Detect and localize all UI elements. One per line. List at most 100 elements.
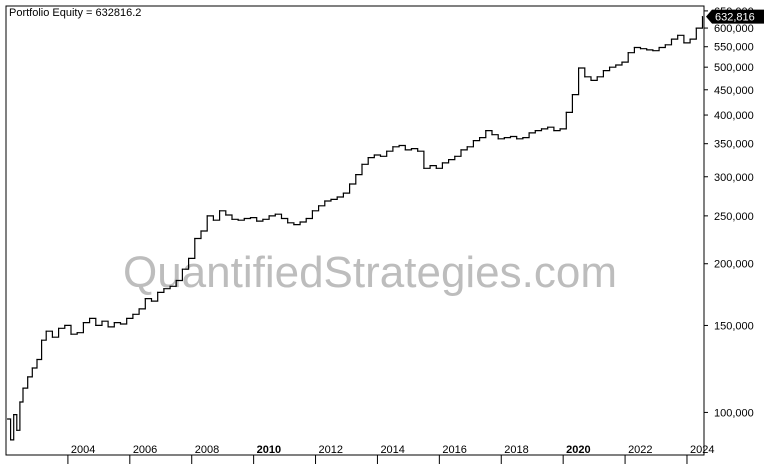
x-tick-label: 2018 xyxy=(504,444,528,456)
equity-point xyxy=(392,146,394,148)
equity-point xyxy=(664,44,666,46)
equity-point xyxy=(398,144,400,147)
equity-point xyxy=(212,219,214,221)
y-tick-label: 450,000 xyxy=(714,85,754,97)
equity-point xyxy=(45,330,47,332)
equity-point xyxy=(27,376,29,378)
equity-point xyxy=(361,163,363,165)
equity-point xyxy=(256,220,258,222)
equity-point xyxy=(578,67,580,69)
equity-point xyxy=(509,135,512,138)
equity-point xyxy=(472,140,474,142)
y-tick-label: 250,000 xyxy=(714,211,754,223)
y-tick-label: 150,000 xyxy=(714,320,754,332)
equity-point xyxy=(559,128,561,130)
equity-point xyxy=(188,257,190,260)
equity-point xyxy=(466,146,468,148)
equity-point xyxy=(547,126,549,128)
equity-point xyxy=(701,16,704,18)
y-tick-label: 350,000 xyxy=(714,139,754,151)
equity-point xyxy=(571,93,574,96)
y-tick-label: 100,000 xyxy=(714,407,754,419)
y-tick-label: 400,000 xyxy=(714,110,754,122)
y-tick-label: 300,000 xyxy=(714,172,754,184)
equity-point xyxy=(10,439,12,441)
x-tick-label: 2022 xyxy=(628,444,652,456)
equity-point xyxy=(342,192,344,194)
equity-point xyxy=(689,38,691,40)
equity-point xyxy=(31,367,33,369)
equity-point xyxy=(64,324,66,327)
equity-point xyxy=(268,215,270,217)
equity-point xyxy=(355,174,357,176)
chart-title: Portfolio Equity = 632816.2 xyxy=(9,7,141,19)
equity-point xyxy=(330,198,332,200)
equity-point xyxy=(280,217,283,220)
y-axis: 100,000 150,000 200,000 250,000 300,000 350,0… xyxy=(704,6,754,419)
equity-point xyxy=(379,155,382,157)
equity-point xyxy=(274,213,276,215)
equity-point xyxy=(491,134,493,136)
equity-point xyxy=(528,132,530,134)
equity-point xyxy=(40,339,43,341)
equity-point xyxy=(386,150,388,152)
equity-point xyxy=(138,308,140,310)
equity-point xyxy=(150,300,153,302)
equity-point xyxy=(652,50,654,52)
equity-point xyxy=(318,205,320,207)
equity-point xyxy=(181,268,184,270)
equity-point xyxy=(311,210,314,212)
x-tick-label: 2020 xyxy=(566,444,590,456)
equity-point xyxy=(677,34,679,36)
equity-point xyxy=(13,413,15,416)
equity-point xyxy=(113,322,115,324)
y-tick-label: 550,000 xyxy=(714,42,754,54)
equity-point xyxy=(299,221,301,223)
equity-point xyxy=(76,332,78,334)
equity-series-line xyxy=(7,16,704,441)
equity-point xyxy=(435,167,437,169)
equity-point xyxy=(305,217,307,220)
equity-point xyxy=(175,279,177,282)
equity-point xyxy=(627,52,629,54)
equity-point xyxy=(249,216,252,219)
equity-point xyxy=(231,218,233,220)
x-tick-label: 2010 xyxy=(257,444,281,456)
equity-point xyxy=(608,66,611,68)
equity-point xyxy=(373,154,375,156)
equity-point xyxy=(51,336,54,338)
equity-point xyxy=(22,387,24,389)
equity-point xyxy=(324,200,326,202)
equity-point xyxy=(206,215,208,217)
x-tick-label: 2016 xyxy=(442,444,466,456)
equity-point xyxy=(584,76,586,78)
equity-point xyxy=(144,297,146,300)
equity-point xyxy=(101,320,103,322)
equity-point xyxy=(404,149,406,151)
equity-point xyxy=(243,217,245,220)
x-tick-label: 2012 xyxy=(319,444,343,456)
equity-point xyxy=(237,219,239,221)
equity-point xyxy=(485,130,487,132)
equity-point xyxy=(454,155,456,157)
equity-point xyxy=(58,327,60,329)
last-value-label: 632,816 xyxy=(715,12,755,24)
equity-point xyxy=(516,138,518,140)
equity-point xyxy=(683,42,685,44)
x-tick-label: 2006 xyxy=(133,444,157,456)
equity-point xyxy=(540,128,543,130)
x-tick-label: 2008 xyxy=(195,444,219,456)
equity-point xyxy=(132,313,134,315)
x-axis: 2004 2006 2008 2010 2012 2014 2016 2018 2020 2022… xyxy=(67,444,714,464)
plot-frame xyxy=(5,5,705,456)
equity-point xyxy=(621,61,623,63)
equity-point xyxy=(553,130,555,132)
equity-point xyxy=(200,230,202,232)
equity-point xyxy=(633,46,635,49)
equity-point xyxy=(19,401,21,403)
equity-point xyxy=(658,46,660,49)
equity-point xyxy=(695,27,697,29)
equity-point xyxy=(126,317,128,320)
equity-point xyxy=(82,322,84,324)
